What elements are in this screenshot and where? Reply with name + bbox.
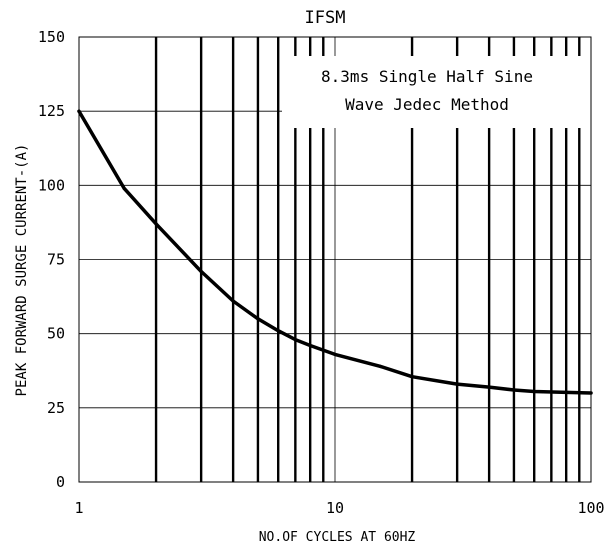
data-point (455, 382, 459, 386)
data-point (199, 269, 203, 273)
x-tick-label: 10 (326, 499, 344, 517)
x-tick-label: 100 (577, 499, 604, 517)
series-line (77, 109, 593, 395)
data-point (77, 109, 81, 113)
chart-title: IFSM (305, 8, 346, 28)
data-point (378, 364, 382, 368)
y-tick-label: 0 (56, 473, 65, 491)
x-tick-label: 1 (74, 499, 83, 517)
data-point (487, 385, 491, 389)
data-point (256, 317, 260, 321)
data-point (532, 389, 536, 394)
y-axis-label: PEAK FORWARD SURGE CURRENT-(A) (14, 144, 30, 397)
y-tick-label: 100 (38, 176, 65, 194)
y-tick-label: 125 (38, 102, 65, 120)
data-point (512, 388, 516, 392)
data-point (308, 343, 312, 348)
annotation-line-1: 8.3ms Single Half Sine (321, 67, 533, 86)
plot-frame (78, 36, 592, 483)
data-point (589, 391, 593, 395)
y-tick-label: 50 (47, 325, 65, 343)
data-point (293, 338, 297, 342)
y-tick-label: 25 (47, 399, 65, 417)
annotation-background (282, 56, 592, 128)
data-point (410, 375, 414, 379)
x-axis-label: NO.OF CYCLES AT 60HZ (259, 530, 416, 545)
data-point (333, 352, 337, 356)
x-tick-labels: 1 10 100 (74, 499, 604, 517)
data-point (231, 299, 235, 303)
series-points (77, 109, 593, 395)
y-tick-label: 150 (38, 28, 65, 46)
y-tick-labels: 0 25 50 75 100 125 150 (38, 28, 65, 491)
y-tick-label: 75 (47, 251, 65, 269)
data-point (122, 186, 126, 190)
data-point (276, 329, 280, 333)
data-point (564, 390, 568, 394)
data-point (154, 222, 158, 226)
annotation-line-2: Wave Jedec Method (345, 95, 509, 114)
